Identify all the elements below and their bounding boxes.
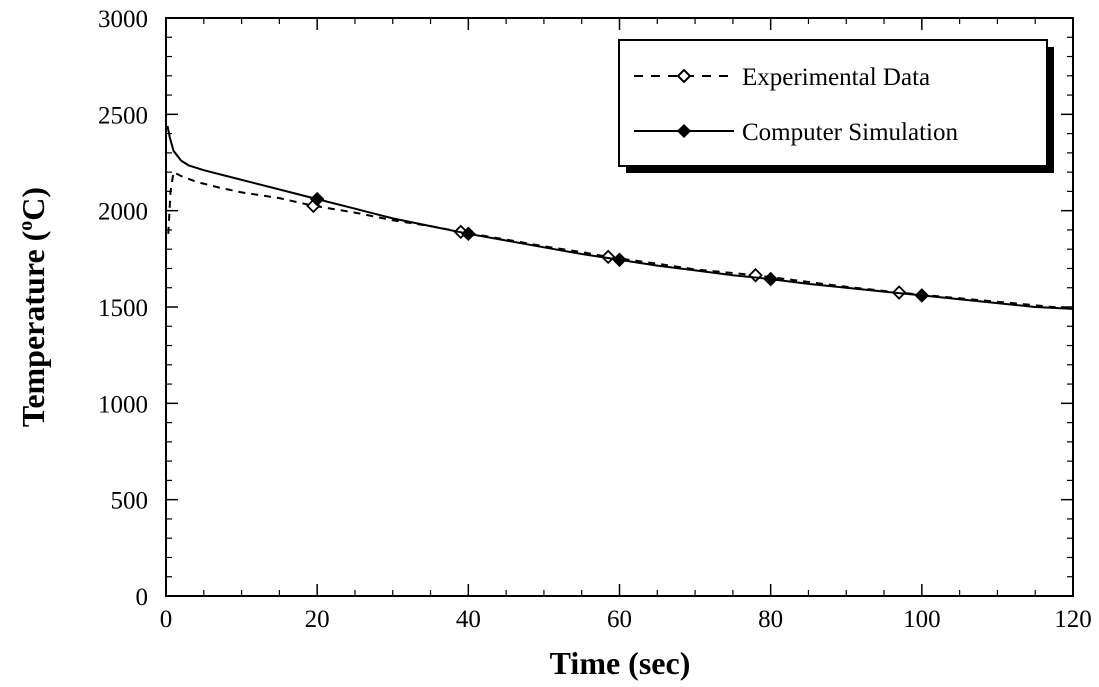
data-point-simulation <box>612 252 627 268</box>
legend-marker-simulation <box>676 123 692 139</box>
x-tick-label: 100 <box>903 606 941 633</box>
y-tick-labels: 0 500 1000 1500 2000 2500 3000 <box>98 6 148 611</box>
axis-ticks <box>165 17 1074 597</box>
x-tick-label: 60 <box>607 606 632 633</box>
y-tick-label: 1000 <box>98 391 148 418</box>
x-tick-label: 0 <box>160 606 173 633</box>
data-point-simulation <box>309 191 325 207</box>
y-tick-label: 2000 <box>98 199 148 226</box>
data-point-simulation <box>461 226 476 242</box>
legend-box <box>618 39 1048 167</box>
y-tick-label: 0 <box>136 584 149 611</box>
x-tick-label: 80 <box>758 606 783 633</box>
data-point-simulation <box>763 271 778 287</box>
legend-label-experimental: Experimental Data <box>742 64 930 91</box>
y-axis-title-suffix: C) <box>15 187 51 221</box>
x-tick-labels: 0 20 40 60 80 100 120 <box>160 606 1092 633</box>
series-line-simulation <box>166 125 1074 310</box>
series-layer <box>166 125 1074 310</box>
legend-label-simulation: Computer Simulation <box>742 119 958 146</box>
y-tick-label: 2500 <box>98 102 148 129</box>
data-point-experimental <box>748 267 763 283</box>
data-point-experimental <box>600 249 616 265</box>
y-tick-label: 500 <box>111 488 149 515</box>
y-axis-title-degree: o <box>15 221 37 231</box>
y-axis-title-prefix: Temperature ( <box>15 231 51 427</box>
legend: Experimental Data Computer Simulation <box>618 39 1054 173</box>
x-tick-label: 40 <box>456 606 481 633</box>
x-tick-label: 20 <box>305 606 330 633</box>
data-point-simulation <box>914 288 930 303</box>
y-tick-label: 1500 <box>98 295 148 322</box>
y-tick-label: 3000 <box>98 6 148 33</box>
y-axis-title: Temperature (oC) <box>15 187 51 427</box>
legend-marker-experimental <box>676 68 692 84</box>
x-tick-label: 120 <box>1054 606 1092 633</box>
x-axis-title: Time (sec) <box>550 645 691 681</box>
series-line-experimental <box>167 170 1074 310</box>
